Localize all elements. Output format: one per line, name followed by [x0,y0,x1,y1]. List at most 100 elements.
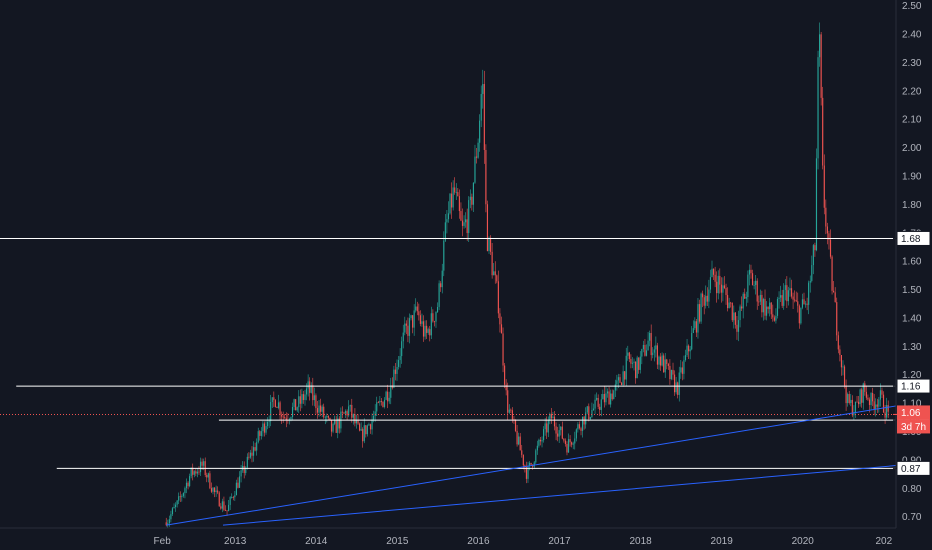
candle-body [228,504,230,512]
candle-body [776,298,779,316]
candle-body [606,391,609,394]
candle-body [681,367,683,374]
candle-body [486,204,489,252]
price-tick-label: 2.30 [902,58,922,69]
candle-body [577,424,579,430]
candle-body [809,280,811,283]
candle-body [249,452,252,458]
candle-body [346,411,348,416]
candle-body [472,182,474,205]
candle-body [864,383,866,392]
candle-body [837,335,839,350]
candle-body [302,394,305,400]
candle-body [256,442,258,451]
candle-body [630,358,632,364]
candle-body [220,506,222,509]
candle-body [672,369,674,375]
candle-body [496,275,498,282]
candle-body [780,295,782,298]
candle-body [427,329,429,333]
candle-body [318,405,320,413]
candle-body [309,381,311,393]
candle-body [828,233,830,240]
candle-body [485,149,487,205]
candle-body [794,299,796,301]
candle-body [650,333,652,356]
candle-body [332,423,334,432]
candle-body [717,275,719,294]
candle-body [505,384,507,391]
price-tick-label: 1.10 [902,399,922,410]
candle-body [338,418,340,429]
candle-body [326,415,328,418]
candle-body [330,419,333,432]
candle-body [725,288,727,296]
candle-body [274,400,276,407]
candle-body [238,476,241,488]
candle-body [341,411,344,413]
candle-body [667,363,669,366]
candle-body [499,313,501,325]
candle-body [270,402,272,422]
candle-body [842,366,844,368]
candle-body [441,270,443,288]
candle-body [365,425,367,435]
candle-body [451,193,453,208]
candle-body [440,283,442,288]
trend-line[interactable] [222,465,897,526]
candle-body [547,420,549,433]
candle-body [750,269,752,274]
candle-body [304,394,306,400]
candle-body [756,280,758,302]
candle-body [257,431,259,443]
candle-body [599,406,601,410]
candle-body [254,447,256,451]
candle-body [190,467,192,477]
candle-body [215,490,217,492]
trend-line[interactable] [166,405,897,526]
candle-body [488,237,490,252]
candle-body [232,497,234,498]
candle-body [862,383,864,403]
level-tag-box [896,460,931,476]
candle-body [686,345,688,356]
candle-body [596,397,598,400]
candle-body [700,293,702,322]
candle-body [329,417,331,420]
candle-body [635,361,637,379]
candle-body [677,382,679,395]
candle-body [536,445,538,451]
candle-body [474,156,476,183]
candle-body [500,324,503,334]
time-axis[interactable]: Feb 2013 2014 2015 2016 2017 2018 2019 2020 202 [154,536,893,547]
candle-body [770,302,772,315]
time-tick-label: 2013 [224,536,247,547]
candle-body [591,410,593,417]
candle-body [394,369,397,374]
candle-body [558,430,560,437]
candle-body [617,377,620,381]
candle-body [452,187,454,208]
price-tick-label: 2.20 [902,86,922,97]
candle-body [173,507,175,509]
candle-body [276,406,278,408]
candle-body [293,399,295,407]
candle-body [281,414,283,417]
candle-body [355,420,358,424]
candle-body [571,442,573,445]
candle-body [783,289,785,306]
candle-body [854,401,857,413]
candle-body [181,496,183,498]
candle-body [385,391,387,400]
candle-body [438,283,440,307]
candle-body [636,357,638,379]
candle-body [751,273,754,286]
candle-body [193,471,195,475]
candle-body [522,454,524,466]
candle-body [800,307,802,324]
candle-body [716,281,718,294]
candle-body [471,196,473,205]
candle-body [765,306,768,316]
candle-body [762,298,765,313]
